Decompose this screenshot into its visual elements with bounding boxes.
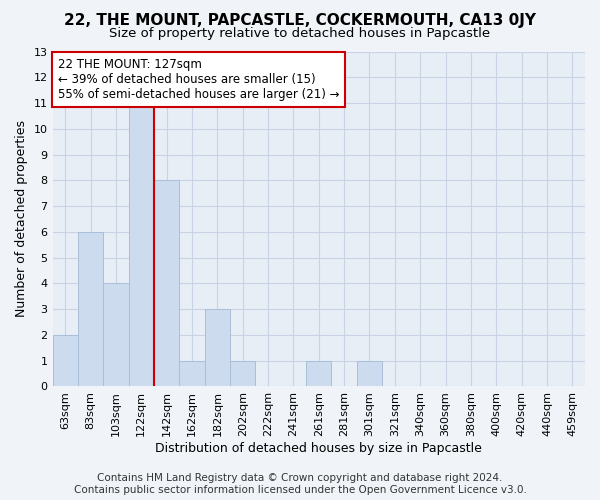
Bar [205,309,230,386]
Text: 22, THE MOUNT, PAPCASTLE, COCKERMOUTH, CA13 0JY: 22, THE MOUNT, PAPCASTLE, COCKERMOUTH, C… [64,12,536,28]
Bar [53,335,78,386]
Bar [306,360,331,386]
Text: 22 THE MOUNT: 127sqm
← 39% of detached houses are smaller (15)
55% of semi-detac: 22 THE MOUNT: 127sqm ← 39% of detached h… [58,58,340,101]
Bar [230,360,256,386]
Bar [357,360,382,386]
Y-axis label: Number of detached properties: Number of detached properties [15,120,28,318]
Text: Size of property relative to detached houses in Papcastle: Size of property relative to detached ho… [109,28,491,40]
Text: Contains HM Land Registry data © Crown copyright and database right 2024.
Contai: Contains HM Land Registry data © Crown c… [74,474,526,495]
Bar [179,360,205,386]
Bar [78,232,103,386]
Bar [154,180,179,386]
X-axis label: Distribution of detached houses by size in Papcastle: Distribution of detached houses by size … [155,442,482,455]
Bar [128,103,154,387]
Bar [103,284,128,387]
